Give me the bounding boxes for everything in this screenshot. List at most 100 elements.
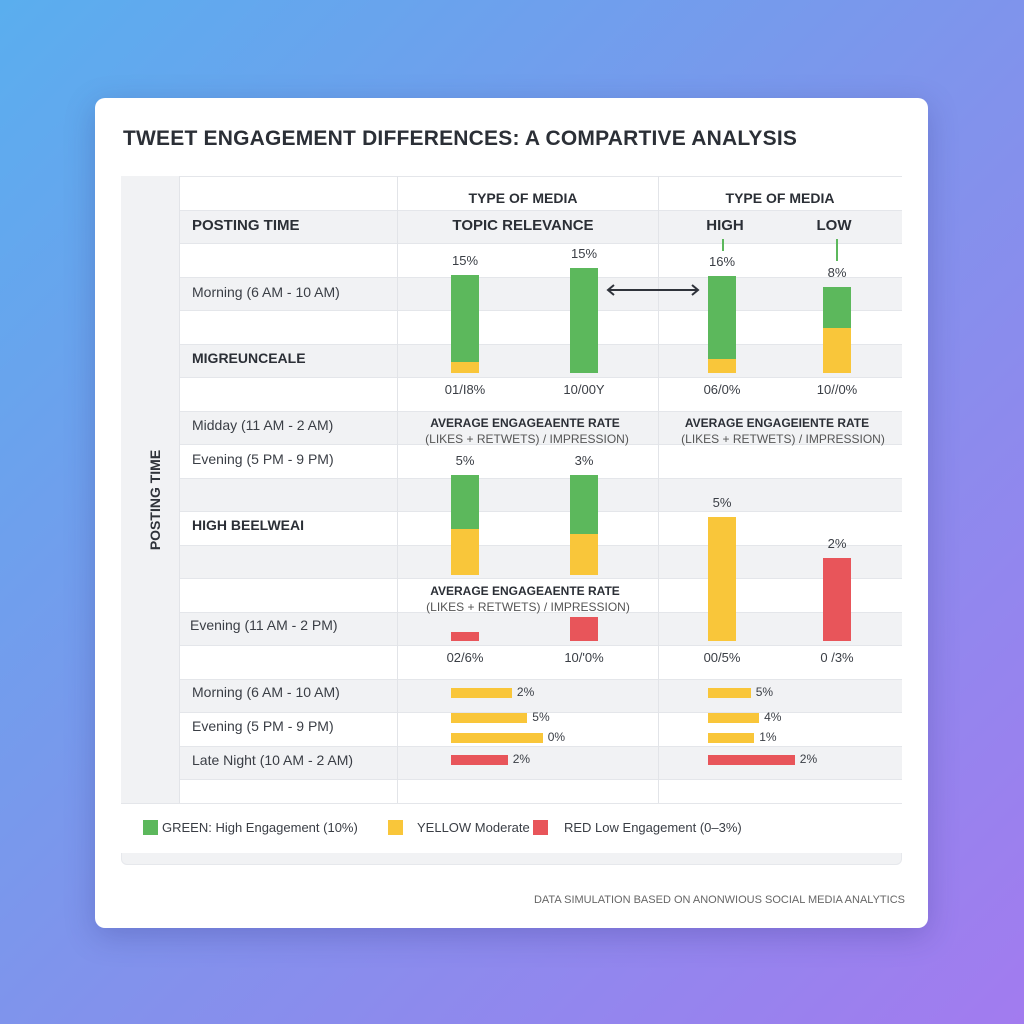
chart-title: TWEET ENGAGEMENT DIFFERENCES: A COMPARTI… bbox=[123, 127, 798, 150]
bar-bottom-label: 00/5% bbox=[703, 650, 741, 665]
tick-mark bbox=[722, 239, 724, 251]
bar-bottom-label: 02/6% bbox=[446, 650, 484, 665]
metric-formula: (LIKES + RETWETS) / IMPRESSION) bbox=[425, 432, 629, 446]
hbar-value-label: 5% bbox=[755, 685, 774, 699]
table-row bbox=[179, 343, 902, 378]
high-header: HIGH bbox=[706, 217, 744, 234]
hbar-red bbox=[451, 755, 508, 765]
table-row bbox=[179, 678, 902, 713]
bar-segment-red bbox=[823, 557, 851, 641]
table-row bbox=[179, 209, 902, 244]
metric-formula: (LIKES + RETWETS) / IMPRESSION) bbox=[426, 600, 630, 614]
bar-value-label: 8% bbox=[827, 264, 847, 280]
bar-value-label: 16% bbox=[708, 253, 736, 269]
legend-label: YELLOW Moderate bbox=[417, 820, 530, 835]
table-row bbox=[179, 477, 902, 512]
bar-segment-yellow bbox=[451, 528, 479, 575]
hbar-yellow bbox=[451, 733, 543, 743]
divider bbox=[179, 176, 180, 803]
bar-segment-yellow bbox=[570, 533, 598, 575]
footer-note: DATA SIMULATION BASED ON ANONWIOUS SOCIA… bbox=[533, 894, 905, 906]
bar-bottom-label: 10//0% bbox=[816, 382, 858, 397]
legend-swatch-yellow bbox=[388, 820, 403, 835]
bar-value-label: 5% bbox=[455, 453, 475, 468]
table-row bbox=[179, 377, 902, 411]
bar-segment-green bbox=[451, 275, 479, 362]
table-row bbox=[179, 578, 902, 612]
table-row bbox=[179, 511, 902, 545]
bar-value-label: 2% bbox=[827, 535, 847, 551]
double-arrow-icon bbox=[606, 284, 700, 296]
col2-header: TYPE OF MEDIA bbox=[725, 190, 835, 206]
legend bbox=[121, 803, 902, 853]
posting-time-header: POSTING TIME bbox=[192, 217, 300, 234]
legend-label: RED Low Engagement (0–3%) bbox=[564, 820, 742, 835]
table-row bbox=[179, 544, 902, 579]
hbar-yellow bbox=[708, 688, 751, 698]
hbar-yellow bbox=[451, 713, 528, 723]
bar-value-label: 5% bbox=[712, 495, 732, 511]
bar-bottom-label: 10/'0% bbox=[564, 650, 604, 665]
bar-value-label: 3% bbox=[574, 453, 594, 468]
row-label: Evening (11 AM - 2 PM) bbox=[190, 617, 338, 633]
bar-segment-green bbox=[570, 474, 598, 534]
row-label: Morning (6 AM - 10 AM) bbox=[192, 284, 340, 300]
hbar-value-label: 2% bbox=[516, 685, 535, 699]
legend-swatch-red bbox=[533, 820, 548, 835]
table-row bbox=[179, 779, 902, 806]
bar-segment-green bbox=[570, 268, 598, 373]
bar-segment-green bbox=[708, 275, 736, 359]
bar-segment-red bbox=[451, 631, 479, 641]
bar-value-label: 15% bbox=[570, 246, 598, 261]
metric-formula-right: (LIKES + RETWETS) / IMPRESSION) bbox=[681, 432, 885, 446]
table-row bbox=[179, 611, 902, 646]
hbar-yellow bbox=[451, 688, 512, 698]
row-label: Evening (5 PM - 9 PM) bbox=[192, 718, 334, 734]
bar-bottom-label: 10/00Y bbox=[563, 382, 605, 397]
bar-bottom-label: 06/0% bbox=[703, 382, 741, 397]
row-label: Midday (11 AM - 2 AM) bbox=[192, 417, 334, 433]
divider bbox=[397, 176, 398, 803]
bar-segment-yellow bbox=[708, 517, 736, 641]
bar-value-label: 15% bbox=[451, 253, 479, 268]
hbar-red bbox=[708, 755, 795, 765]
bar-segment-green bbox=[451, 474, 479, 529]
hbar-value-label: 2% bbox=[512, 752, 531, 766]
hbar-value-label: 4% bbox=[764, 710, 782, 724]
bar-bottom-label: 01/I8% bbox=[444, 382, 486, 397]
row-label: Evening (5 PM - 9 PM) bbox=[192, 451, 334, 467]
row-label: HIGH BEELWEAI bbox=[192, 517, 305, 533]
col1-header: TYPE OF MEDIA bbox=[468, 190, 578, 206]
table-row bbox=[179, 444, 902, 478]
table-row bbox=[179, 276, 902, 311]
hbar-yellow bbox=[708, 713, 760, 723]
row-label: Morning (6 AM - 10 AM) bbox=[192, 684, 340, 700]
hbar-value-label: 5% bbox=[532, 710, 550, 724]
bar-segment-red bbox=[570, 617, 598, 641]
row-label: Late Night (10 AM - 2 AM) bbox=[192, 752, 354, 768]
metric-title: AVERAGE ENGAGEAENTE RATE bbox=[430, 416, 620, 430]
tick-mark bbox=[836, 239, 838, 261]
y-axis-label: POSTING TIME bbox=[147, 449, 163, 551]
axis-strip bbox=[121, 176, 179, 803]
bar-segment-yellow bbox=[823, 328, 851, 373]
divider bbox=[658, 176, 659, 803]
hbar-value-label: 1% bbox=[759, 730, 777, 744]
bar-segment-green bbox=[823, 286, 851, 329]
hbar-value-label: 2% bbox=[799, 752, 818, 766]
hbar-yellow bbox=[708, 733, 755, 743]
bar-segment-yellow bbox=[451, 361, 479, 373]
table-row bbox=[179, 645, 902, 679]
table-row bbox=[179, 410, 902, 445]
bar-bottom-label: 0 /3% bbox=[820, 650, 854, 665]
topic-relevance-header: TOPIC RELEVANCE bbox=[452, 217, 594, 234]
row-label: MIGREUNCEALE bbox=[192, 350, 306, 366]
bar-segment-yellow bbox=[708, 359, 736, 373]
legend-label: GREEN: High Engagement (10%) bbox=[162, 820, 358, 835]
low-header: LOW bbox=[816, 217, 852, 234]
metric-title: AVERAGE ENGAGEAENTE RATE bbox=[430, 584, 620, 598]
legend-swatch-green bbox=[143, 820, 158, 835]
hbar-value-label: 0% bbox=[547, 730, 566, 744]
table-row bbox=[179, 243, 902, 277]
metric-title-right: AVERAGE ENGAGEIENTE RATE bbox=[684, 416, 870, 430]
